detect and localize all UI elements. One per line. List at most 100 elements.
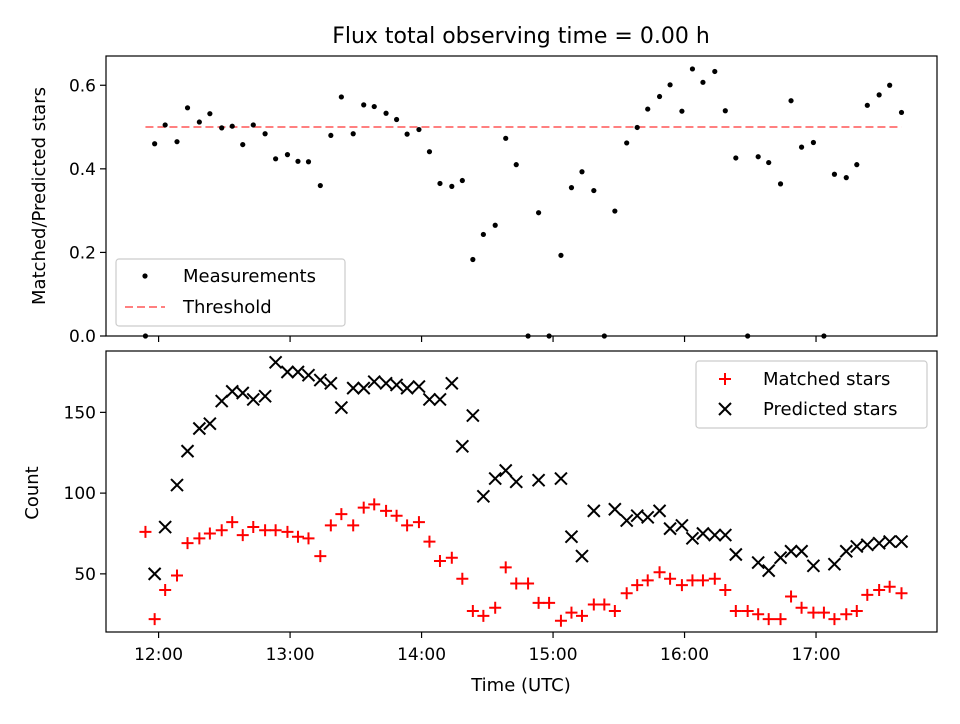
matched-star-point xyxy=(445,551,458,564)
predicted-star-point xyxy=(630,509,644,523)
measurement-point xyxy=(317,182,323,189)
predicted-star-point xyxy=(784,544,798,558)
matched-star-point xyxy=(686,574,699,587)
matched-star-point xyxy=(807,606,820,619)
matched-star-point xyxy=(499,561,512,574)
predicted-star-point xyxy=(476,489,491,504)
matched-star-point xyxy=(236,529,249,542)
measurement-point xyxy=(656,93,663,100)
predicted-star-point xyxy=(696,526,710,541)
measurement-point xyxy=(284,152,291,158)
predicted-star-point xyxy=(236,386,250,400)
matched-star-point xyxy=(631,579,644,592)
bottom-x-tick-label: 14:00 xyxy=(397,645,446,665)
predicted-star-point xyxy=(773,551,788,565)
predicted-star-point xyxy=(488,471,502,486)
predicted-star-point xyxy=(575,549,589,563)
matched-star-point xyxy=(861,588,874,601)
matched-star-point xyxy=(291,530,304,543)
predicted-star-point xyxy=(433,392,447,407)
predicted-star-point xyxy=(466,408,480,423)
matched-star-point xyxy=(433,554,446,567)
measurement-point xyxy=(449,183,455,189)
bottom-x-tick-label: 17:00 xyxy=(792,645,841,665)
predicted-star-point xyxy=(806,559,821,573)
predicted-star-point xyxy=(509,475,523,489)
measurement-point xyxy=(667,82,673,88)
bottom-legend: Matched stars Predicted stars xyxy=(695,360,928,429)
predicted-star-point xyxy=(445,376,459,391)
matched-star-point xyxy=(302,532,315,545)
matched-star-point xyxy=(708,572,721,585)
matched-star-point xyxy=(489,601,502,614)
bottom-x-tick-label: 16:00 xyxy=(660,645,709,665)
legend-predicted-label: Predicted stars xyxy=(763,399,897,420)
measurement-point xyxy=(295,158,301,164)
measurement-point xyxy=(689,66,696,72)
measurement-point xyxy=(503,135,509,141)
measurement-point xyxy=(546,333,552,339)
top-y-tick-label: 0.4 xyxy=(69,160,96,180)
top-y-tick-label: 0.2 xyxy=(69,243,96,263)
matched-star-point xyxy=(620,587,633,600)
matched-star-point xyxy=(543,596,556,609)
matched-star-point xyxy=(895,587,908,600)
predicted-star-point xyxy=(400,381,414,395)
predicted-star-point xyxy=(641,510,655,525)
top-plot: 0.0 0.2 0.4 0.6 xyxy=(69,55,938,347)
matched-star-point xyxy=(324,519,337,532)
matched-star-point xyxy=(696,574,709,587)
measurement-point xyxy=(383,110,389,116)
measurement-point xyxy=(612,208,618,214)
measurement-point xyxy=(219,125,225,131)
measurement-point xyxy=(240,141,246,148)
top-y-tick-label: 0.6 xyxy=(69,76,96,96)
measurement-point xyxy=(262,131,268,137)
matched-star-point xyxy=(653,566,666,579)
matched-star-point xyxy=(281,525,294,538)
matched-star-point xyxy=(477,609,490,622)
predicted-star-point xyxy=(860,538,875,552)
matched-star-point xyxy=(148,613,161,626)
measurement-point xyxy=(361,102,367,108)
predicted-star-point xyxy=(839,544,853,558)
measurement-point xyxy=(152,141,158,147)
predicted-star-point xyxy=(894,534,909,549)
measurement-point xyxy=(788,98,794,104)
measurement-point xyxy=(273,156,279,162)
matched-star-point xyxy=(587,598,600,611)
measurement-point xyxy=(492,222,498,228)
predicted-star-point xyxy=(663,521,677,536)
matched-star-point xyxy=(193,532,206,545)
predicted-star-point xyxy=(827,557,842,571)
matched-star-point xyxy=(215,524,228,537)
bottom-y-tick-label: 150 xyxy=(64,403,96,423)
predicted-star-point xyxy=(268,355,283,370)
predicted-star-point xyxy=(499,463,513,478)
measurement-point xyxy=(766,159,772,166)
matched-star-point xyxy=(774,613,787,626)
matched-star-point xyxy=(259,524,272,537)
measurement-point xyxy=(229,123,235,129)
matched-star-point xyxy=(347,519,360,532)
predicted-star-point xyxy=(367,374,381,389)
top-y-tick-label: 0.0 xyxy=(69,327,96,347)
matched-star-point xyxy=(412,516,425,529)
matched-star-point xyxy=(380,504,393,517)
measurement-point xyxy=(196,119,202,125)
predicted-star-point xyxy=(761,563,776,578)
matched-star-point xyxy=(423,535,436,548)
matched-star-point xyxy=(817,606,830,619)
measurement-point xyxy=(645,106,651,112)
bottom-x-tick-label: 13:00 xyxy=(266,645,315,665)
matched-star-point xyxy=(139,525,152,538)
matched-star-point xyxy=(828,613,841,626)
predicted-star-point xyxy=(280,365,295,379)
matched-star-point xyxy=(159,584,172,597)
measurement-point xyxy=(470,256,476,263)
measurement-point xyxy=(305,159,312,165)
matched-star-point xyxy=(390,509,403,522)
measurement-point xyxy=(777,181,784,187)
predicted-star-point xyxy=(872,536,886,550)
